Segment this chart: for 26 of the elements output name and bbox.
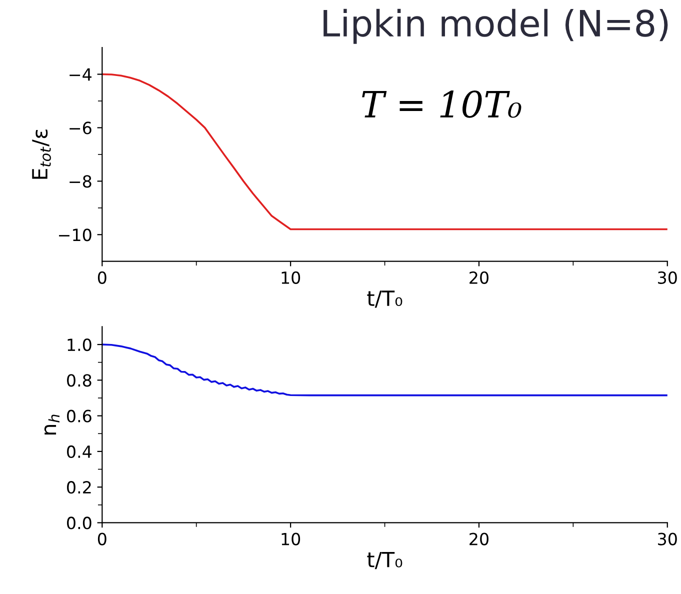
y-tick-label: −4 xyxy=(70,68,92,81)
x-tick-label: 0 xyxy=(98,532,106,546)
x-tick-label: 20 xyxy=(470,271,488,284)
x-tick-label: 10 xyxy=(282,271,300,284)
y-tick-label: 0.8 xyxy=(67,374,92,387)
x-tick-label: 30 xyxy=(658,271,677,284)
x-axis-title: t/T₀ xyxy=(367,290,402,308)
x-tick-label: 10 xyxy=(282,532,300,546)
y-tick-label: 0.4 xyxy=(67,445,92,458)
x-axis-title: t/T₀ xyxy=(367,552,402,570)
x-tick-label: 20 xyxy=(470,532,488,546)
y-tick-label: 0.6 xyxy=(67,410,92,422)
y-tick-label: −6 xyxy=(70,122,92,134)
y-tick-label: 0.2 xyxy=(67,481,91,494)
y-axis-title: n$_{h}$ xyxy=(44,414,60,434)
line-series xyxy=(102,344,668,396)
annotation: T = 10T₀ xyxy=(362,90,522,118)
y-tick-label: −10 xyxy=(59,228,92,242)
y-tick-label: 1.0 xyxy=(68,338,92,352)
line-series xyxy=(102,73,668,230)
y-tick-label: −8 xyxy=(70,175,92,188)
y-tick-label: 0.0 xyxy=(67,516,92,530)
chart-title: Lipkin model (N=8) xyxy=(324,8,668,44)
x-tick-label: 0 xyxy=(98,271,106,284)
y-axis-title: E$_{tot}$/ε xyxy=(32,130,51,179)
x-tick-label: 30 xyxy=(658,532,677,546)
